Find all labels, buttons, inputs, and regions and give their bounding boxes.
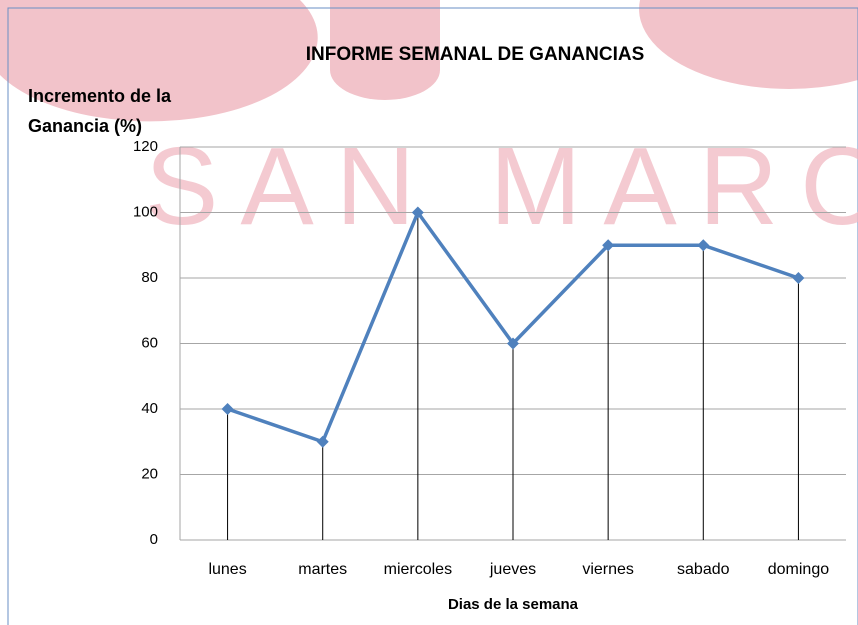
y-tick-label: 40 bbox=[141, 400, 158, 417]
y-tick-label: 20 bbox=[141, 465, 158, 482]
x-tick-label: lunes bbox=[208, 561, 246, 578]
x-tick-label: miercoles bbox=[384, 561, 452, 578]
data-point bbox=[507, 337, 519, 350]
background-shapes bbox=[0, 0, 858, 122]
y-tick-label: 80 bbox=[141, 269, 158, 286]
y-tick-label: 120 bbox=[133, 138, 158, 155]
data-point bbox=[602, 239, 615, 252]
y-axis-title: Incremento de la bbox=[28, 86, 172, 106]
y-axis-title: Ganancia (%) bbox=[28, 116, 142, 136]
pink-shape bbox=[330, 0, 440, 100]
y-tick-label: 100 bbox=[133, 203, 158, 220]
data-point bbox=[792, 272, 805, 284]
x-tick-label: martes bbox=[298, 561, 347, 578]
y-tick-label: 60 bbox=[141, 334, 158, 351]
data-point bbox=[221, 403, 234, 415]
x-tick-label: domingo bbox=[768, 561, 829, 578]
data-point bbox=[411, 206, 424, 219]
watermark: SAN MARC bbox=[145, 125, 858, 248]
pink-shape bbox=[0, 0, 318, 122]
chart-title: INFORME SEMANAL DE GANANCIAS bbox=[306, 44, 645, 65]
data-point bbox=[697, 239, 710, 252]
x-tick-label: jueves bbox=[489, 561, 536, 578]
y-tick-label: 0 bbox=[150, 531, 158, 548]
pink-shape bbox=[639, 0, 858, 89]
x-tick-label: sabado bbox=[677, 561, 730, 578]
data-point bbox=[316, 435, 329, 448]
x-axis-title: Dias de la semana bbox=[448, 596, 579, 613]
frame bbox=[7, 7, 858, 625]
x-tick-label: viernes bbox=[582, 561, 634, 578]
